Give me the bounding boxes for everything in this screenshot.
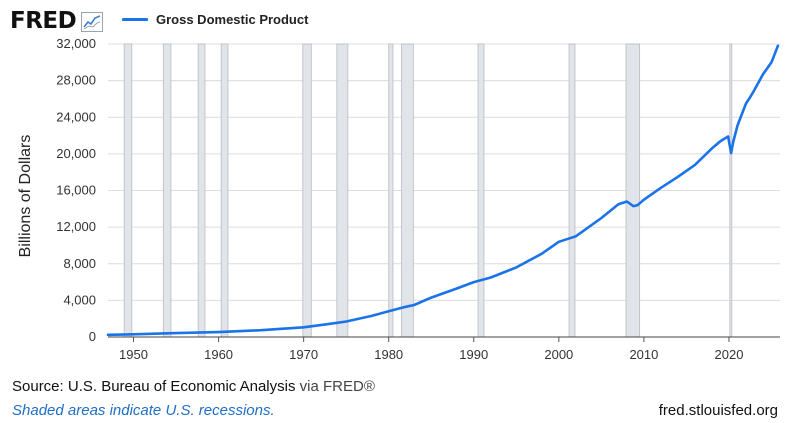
x-tick-label: 1990 xyxy=(459,347,488,362)
x-axis-ticks: 1950 1960 1970 1980 1990 2000 2010 2020 xyxy=(119,337,743,362)
source-text: Source: U.S. Bureau of Economic Analysis… xyxy=(12,378,375,395)
legend-swatch xyxy=(122,17,148,21)
recession-band xyxy=(123,43,133,338)
series-line-gdp xyxy=(106,44,780,337)
recession-band xyxy=(336,43,349,338)
y-tick-label: 24,000 xyxy=(56,109,96,124)
source-prefix: Source: U.S. Bureau of Economic Analysis xyxy=(12,378,300,395)
source-via-link[interactable]: via FRED® xyxy=(299,378,375,395)
recession-band xyxy=(162,43,172,338)
recession-band xyxy=(401,43,414,338)
recession-band xyxy=(220,43,229,338)
y-tick-label: 32,000 xyxy=(56,36,96,51)
legend-label: Gross Domestic Product xyxy=(156,11,309,27)
x-tick-label: 2020 xyxy=(715,347,744,362)
trend-line-icon xyxy=(81,11,104,32)
recession-band xyxy=(197,43,206,338)
x-tick-label: 1960 xyxy=(204,347,233,362)
gridlines xyxy=(108,43,780,301)
y-tick-label: 20,000 xyxy=(56,146,96,161)
recession-band xyxy=(477,43,485,338)
recession-band xyxy=(388,43,394,338)
x-tick-label: 1970 xyxy=(289,347,318,362)
site-link[interactable]: fred.stlouisfed.org xyxy=(658,402,778,419)
y-tick-label: 16,000 xyxy=(56,183,96,198)
recession-band xyxy=(568,43,576,338)
x-tick-label: 2000 xyxy=(544,347,573,362)
x-tick-label: 1950 xyxy=(119,347,148,362)
x-tick-label: 2010 xyxy=(629,347,658,362)
x-tick-label: 1980 xyxy=(374,347,403,362)
chart: 0 4,000 8,000 12,000 16,000 20,000 24,000 28,00… xyxy=(17,36,780,362)
fred-logo[interactable]: FRED xyxy=(10,8,77,34)
header: FRED xyxy=(10,6,104,36)
recession-band xyxy=(302,43,312,338)
y-tick-label: 8,000 xyxy=(63,256,96,271)
y-tick-label: 4,000 xyxy=(63,292,96,307)
recession-band xyxy=(625,43,641,338)
y-axis-ticks: 0 4,000 8,000 12,000 16,000 20,000 24,000 28,00… xyxy=(56,36,96,344)
y-axis-label: Billions of Dollars xyxy=(17,135,34,258)
y-tick-label: 28,000 xyxy=(56,73,96,88)
series-lines xyxy=(106,44,780,337)
recession-band xyxy=(729,43,733,338)
legend: Gross Domestic Product xyxy=(122,8,308,30)
y-tick-label: 12,000 xyxy=(56,219,96,234)
y-tick-label: 0 xyxy=(89,329,96,344)
recession-note: Shaded areas indicate U.S. recessions. xyxy=(12,402,275,419)
